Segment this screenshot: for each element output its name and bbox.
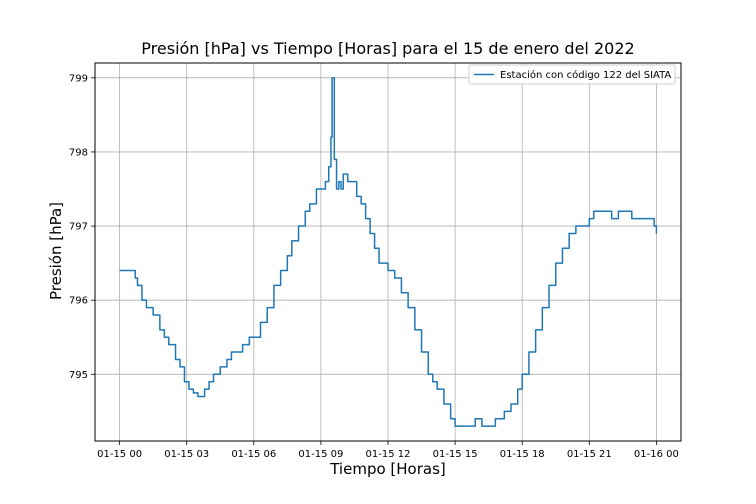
y-tick-label: 798 xyxy=(69,147,88,158)
series-layer xyxy=(119,77,658,427)
x-tick-label: 01-15 03 xyxy=(164,449,209,460)
legend: Estación con código 122 del SIATA xyxy=(468,64,676,85)
grid xyxy=(95,63,681,441)
x-axis-title: Tiempo [Horas] xyxy=(329,460,446,478)
x-tick-label: 01-15 09 xyxy=(298,449,343,460)
chart-title: Presión [hPa] vs Tiempo [Horas] para el … xyxy=(141,39,634,58)
x-tick-label: 01-15 06 xyxy=(231,449,276,460)
series-line xyxy=(119,77,658,427)
legend-box xyxy=(468,64,676,85)
x-tick-label: 01-15 00 xyxy=(97,449,142,460)
x-tick-label: 01-15 18 xyxy=(500,449,545,460)
x-axis-ticks: 01-15 00 01-15 03 01-15 06 01-15 09 01-15 12… xyxy=(97,441,679,460)
x-tick-label: 01-16 00 xyxy=(634,449,679,460)
y-axis-title: Presión [hPa] xyxy=(47,202,65,300)
x-tick-label: 01-15 12 xyxy=(366,449,411,460)
legend-label: Estación con código 122 del SIATA xyxy=(500,69,671,81)
y-tick-label: 797 xyxy=(69,222,88,233)
y-tick-label: 796 xyxy=(69,296,88,307)
y-axis-ticks: 795 796 797 798 799 xyxy=(69,73,95,381)
y-tick-label: 799 xyxy=(69,73,88,84)
y-tick-label: 795 xyxy=(69,370,88,381)
x-tick-label: 01-15 15 xyxy=(433,449,478,460)
x-tick-label: 01-15 21 xyxy=(567,449,612,460)
